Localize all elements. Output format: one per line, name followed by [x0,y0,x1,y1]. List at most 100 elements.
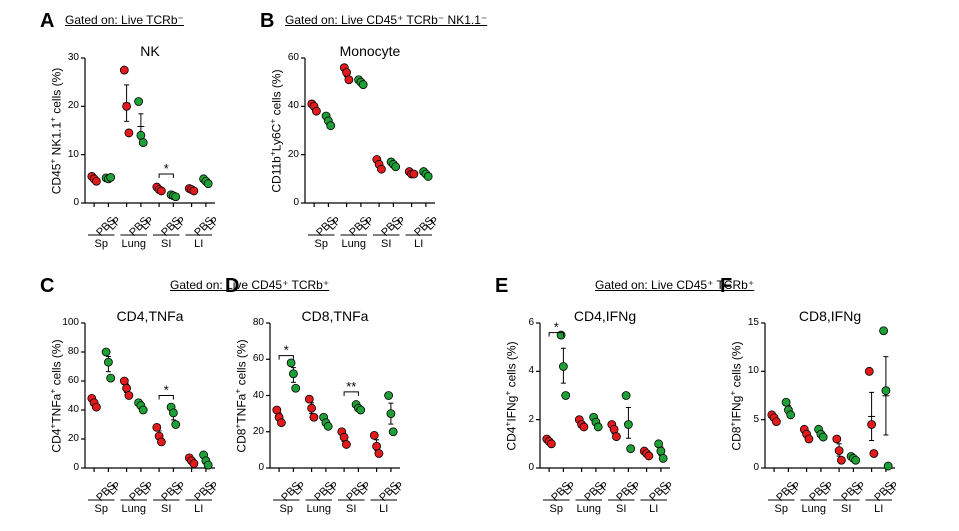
significance-marker: * [554,320,559,335]
data-point [387,410,395,418]
y-tick-label: 0 [57,462,79,473]
y-tick-label: 20 [57,100,79,111]
y-axis-label-B: CD11b+Ly6C+ cells (%) [267,58,283,203]
data-point [92,177,100,185]
data-point [835,447,843,455]
data-point [645,452,653,460]
y-tick-label: 40 [242,390,264,401]
group-label: Lung [121,503,148,515]
y-tick-label: 2 [512,414,534,425]
data-point [392,163,400,171]
data-point [424,172,432,180]
data-point [833,435,841,443]
y-tick-label: 10 [737,365,759,376]
data-point [782,398,790,406]
y-tick-label: 20 [277,149,299,160]
data-point [385,392,393,400]
chart-title-A: NK [85,43,215,59]
data-point [375,450,383,458]
data-point [657,447,665,455]
data-point [169,409,177,417]
data-point [123,102,131,110]
data-point [120,377,128,385]
group-label: SI [608,503,635,515]
data-point [135,98,143,106]
group-label: SI [833,503,860,515]
data-point [204,461,212,469]
y-tick-label: 40 [57,404,79,415]
data-point [327,122,335,130]
y-tick-label: 20 [57,433,79,444]
y-tick-label: 20 [242,426,264,437]
data-point [655,440,663,448]
y-tick-label: 30 [57,52,79,63]
group-label: Lung [576,503,603,515]
data-point [139,406,147,414]
data-point [125,129,133,137]
group-label: Sp [88,503,115,515]
group-label: SI [153,503,180,515]
y-tick-label: 60 [242,353,264,364]
data-point [559,363,567,371]
y-tick-label: 0 [57,197,79,208]
group-label: Sp [88,238,115,250]
data-point [292,384,300,392]
group-label: Sp [768,503,795,515]
data-point [277,419,285,427]
data-point [345,76,353,84]
significance-marker: * [164,383,169,398]
data-point [377,165,385,173]
data-point [610,425,618,433]
significance-marker: * [164,161,169,176]
group-label: SI [373,238,400,250]
chart-title-C: CD4,TNFa [85,308,215,324]
data-point [340,433,348,441]
group-label: SI [338,503,365,515]
data-point [624,421,632,429]
group-label: LI [406,238,433,250]
group-label: Lung [341,238,368,250]
y-tick-label: 15 [737,317,759,328]
group-label: Sp [273,503,300,515]
data-point [289,370,297,378]
data-point [547,440,555,448]
y-tick-label: 60 [277,52,299,63]
data-point [125,392,133,400]
group-label: SI [153,238,180,250]
scatter-plot-F [765,323,895,468]
gate-label-C: Gated on: Live CD45⁺ TCRb⁺ [170,278,329,292]
group-label: Sp [308,238,335,250]
scatter-plot-A: * [85,58,215,203]
data-point [805,435,813,443]
y-tick-label: 0 [737,462,759,473]
data-point [137,131,145,139]
data-point [342,440,350,448]
y-tick-label: 5 [737,414,759,425]
chart-title-B: Monocyte [305,43,435,59]
data-point [190,187,198,195]
y-tick-label: 4 [512,365,534,376]
data-point [659,454,667,462]
group-label: LI [186,238,213,250]
data-point [107,173,115,181]
chart-title-D: CD8,TNFa [270,308,400,324]
gate-label-A: Gated on: Live TCRb⁻ [65,13,184,27]
y-axis-label-F: CD8+IFNg+ cells (%) [727,323,743,468]
y-tick-label: 80 [242,317,264,328]
y-tick-label: 10 [57,149,79,160]
y-axis-label-E: CD4+IFNg+ cells (%) [502,323,518,468]
gate-label-B: Gated on: Live CD45⁺ TCRb⁻ NK1.1⁻ [285,13,487,27]
panel-letter-C: C [40,275,54,298]
data-point [287,359,295,367]
data-point [104,358,112,366]
data-point [139,139,147,147]
data-point [787,411,795,419]
chart-title-E: CD4,IFNg [540,308,670,324]
y-tick-label: 0 [512,462,534,473]
data-point [627,445,635,453]
scatter-plot-B [305,58,435,203]
data-point [157,187,165,195]
data-point [370,431,378,439]
data-point [120,66,128,74]
group-label: LI [371,503,398,515]
